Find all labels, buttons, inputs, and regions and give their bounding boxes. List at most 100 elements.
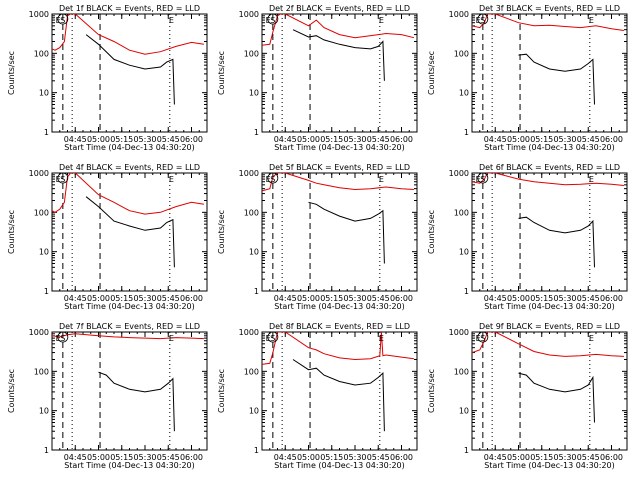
x-tick-label: 04:45 bbox=[64, 294, 87, 303]
x-axis-label: Start Time (04-Dec-13 04:30:20) bbox=[64, 143, 195, 152]
y-axis-label: Counts/sec bbox=[427, 369, 436, 413]
marker-label-e: E bbox=[169, 16, 174, 25]
x-tick-label: 05:00 bbox=[87, 294, 110, 303]
y-tick-label: 1000 bbox=[239, 10, 259, 19]
x-tick-label: 04:45 bbox=[484, 453, 507, 462]
y-tick-label: 100 bbox=[454, 208, 469, 217]
x-tick-label: 05:30 bbox=[553, 135, 576, 144]
y-tick-label: 10 bbox=[249, 407, 259, 416]
x-tick-label: 06:00 bbox=[600, 135, 623, 144]
x-tick-label: 05:00 bbox=[297, 453, 320, 462]
marker-label-e: E bbox=[169, 334, 174, 343]
chart-title: Det 5f BLACK = Events, RED = LLD bbox=[269, 163, 410, 172]
plot-frame bbox=[51, 331, 208, 451]
chart-panel-3: Det 3f BLACK = Events, RED = LLD Counts/s… bbox=[427, 4, 628, 152]
x-axis-label: Start Time (04-Dec-13 04:30:20) bbox=[274, 143, 405, 152]
series-line-lld bbox=[52, 333, 204, 340]
x-tick-label: 04:45 bbox=[274, 294, 297, 303]
x-tick-label: 05:15 bbox=[530, 453, 553, 462]
plot-frame bbox=[261, 172, 418, 292]
marker-circle bbox=[57, 13, 69, 25]
chart-panel-5: Det 5f BLACK = Events, RED = LLD Counts/s… bbox=[217, 163, 418, 311]
marker-label-s: S bbox=[60, 175, 65, 184]
chart-panel-7: Det 7f BLACK = Events, RED = LLD Counts/s… bbox=[7, 322, 208, 470]
x-tick-label: 05:15 bbox=[110, 453, 133, 462]
x-tick-label: 06:00 bbox=[600, 453, 623, 462]
x-tick-label: 05:45 bbox=[577, 135, 600, 144]
x-tick-label: 05:00 bbox=[507, 294, 530, 303]
chart-title: Det 2f BLACK = Events, RED = LLD bbox=[269, 4, 410, 13]
y-tick-label: 100 bbox=[454, 367, 469, 376]
x-axis-label: Start Time (04-Dec-13 04:30:20) bbox=[64, 461, 195, 470]
x-axis-label: Start Time (04-Dec-13 04:30:20) bbox=[484, 461, 615, 470]
y-axis-label: Counts/sec bbox=[217, 210, 226, 254]
marker-circle bbox=[477, 13, 489, 25]
x-tick-label: 05:45 bbox=[157, 294, 180, 303]
y-axis-label: Counts/sec bbox=[427, 51, 436, 95]
x-axis-label: Start Time (04-Dec-13 04:30:20) bbox=[484, 302, 615, 311]
series-line-events bbox=[292, 29, 385, 81]
chart-panel-8: Det 8f BLACK = Events, RED = LLD Counts/s… bbox=[217, 322, 418, 470]
marker-label-s: S bbox=[480, 334, 485, 343]
x-tick-label: 05:00 bbox=[297, 294, 320, 303]
y-tick-label: 1 bbox=[254, 128, 259, 137]
x-tick-label: 05:30 bbox=[343, 135, 366, 144]
x-tick-label: 05:45 bbox=[577, 453, 600, 462]
y-tick-label: 10 bbox=[459, 89, 469, 98]
marker-label-e: E bbox=[379, 175, 384, 184]
y-tick-label: 1000 bbox=[239, 328, 259, 337]
y-tick-label: 10 bbox=[249, 248, 259, 257]
series-line-events bbox=[98, 371, 175, 432]
y-tick-label: 1000 bbox=[449, 328, 469, 337]
y-axis-label: Counts/sec bbox=[427, 210, 436, 254]
x-tick-label: 04:45 bbox=[274, 453, 297, 462]
y-tick-label: 100 bbox=[454, 49, 469, 58]
chart-panel-4: Det 4f BLACK = Events, RED = LLD Counts/s… bbox=[7, 163, 208, 311]
x-axis-label: Start Time (04-Dec-13 04:30:20) bbox=[64, 302, 195, 311]
y-tick-label: 100 bbox=[244, 367, 259, 376]
series-line-events bbox=[518, 372, 595, 423]
x-tick-label: 05:30 bbox=[133, 453, 156, 462]
plot-frame bbox=[471, 172, 628, 292]
x-tick-label: 05:15 bbox=[320, 135, 343, 144]
x-tick-label: 05:15 bbox=[530, 294, 553, 303]
series-line-events bbox=[518, 216, 595, 268]
y-tick-label: 100 bbox=[34, 208, 49, 217]
y-tick-label: 1 bbox=[464, 128, 469, 137]
x-tick-label: 05:00 bbox=[507, 453, 530, 462]
marker-circle bbox=[267, 172, 279, 184]
plot-frame bbox=[471, 13, 628, 133]
y-tick-label: 10 bbox=[459, 407, 469, 416]
y-tick-label: 1 bbox=[254, 287, 259, 296]
marker-label-e: E bbox=[169, 175, 174, 184]
y-tick-label: 1000 bbox=[449, 169, 469, 178]
x-tick-label: 05:45 bbox=[157, 135, 180, 144]
chart-title: Det 8f BLACK = Events, RED = LLD bbox=[269, 322, 410, 331]
y-tick-label: 10 bbox=[39, 248, 49, 257]
x-tick-label: 05:00 bbox=[507, 135, 530, 144]
series-line-events bbox=[292, 359, 385, 432]
x-tick-label: 05:00 bbox=[297, 135, 320, 144]
y-axis-label: Counts/sec bbox=[217, 369, 226, 413]
marker-label-e: E bbox=[589, 16, 594, 25]
marker-label-s: S bbox=[480, 175, 485, 184]
y-tick-label: 1000 bbox=[29, 10, 49, 19]
x-tick-label: 04:45 bbox=[64, 453, 87, 462]
y-tick-label: 100 bbox=[34, 49, 49, 58]
series-line-events bbox=[308, 201, 385, 264]
x-tick-label: 06:00 bbox=[180, 294, 203, 303]
y-tick-label: 1000 bbox=[29, 328, 49, 337]
x-tick-label: 05:30 bbox=[133, 135, 156, 144]
marker-label-s: S bbox=[480, 16, 485, 25]
plot-frame bbox=[51, 13, 208, 133]
series-line-events bbox=[85, 196, 175, 268]
marker-label-e: E bbox=[589, 334, 594, 343]
x-tick-label: 05:45 bbox=[367, 294, 390, 303]
x-tick-label: 06:00 bbox=[390, 453, 413, 462]
series-line-events bbox=[85, 34, 175, 105]
y-axis-label: Counts/sec bbox=[7, 51, 16, 95]
x-axis-label: Start Time (04-Dec-13 04:30:20) bbox=[484, 143, 615, 152]
series-line-lld bbox=[472, 173, 624, 186]
y-tick-label: 1 bbox=[464, 446, 469, 455]
